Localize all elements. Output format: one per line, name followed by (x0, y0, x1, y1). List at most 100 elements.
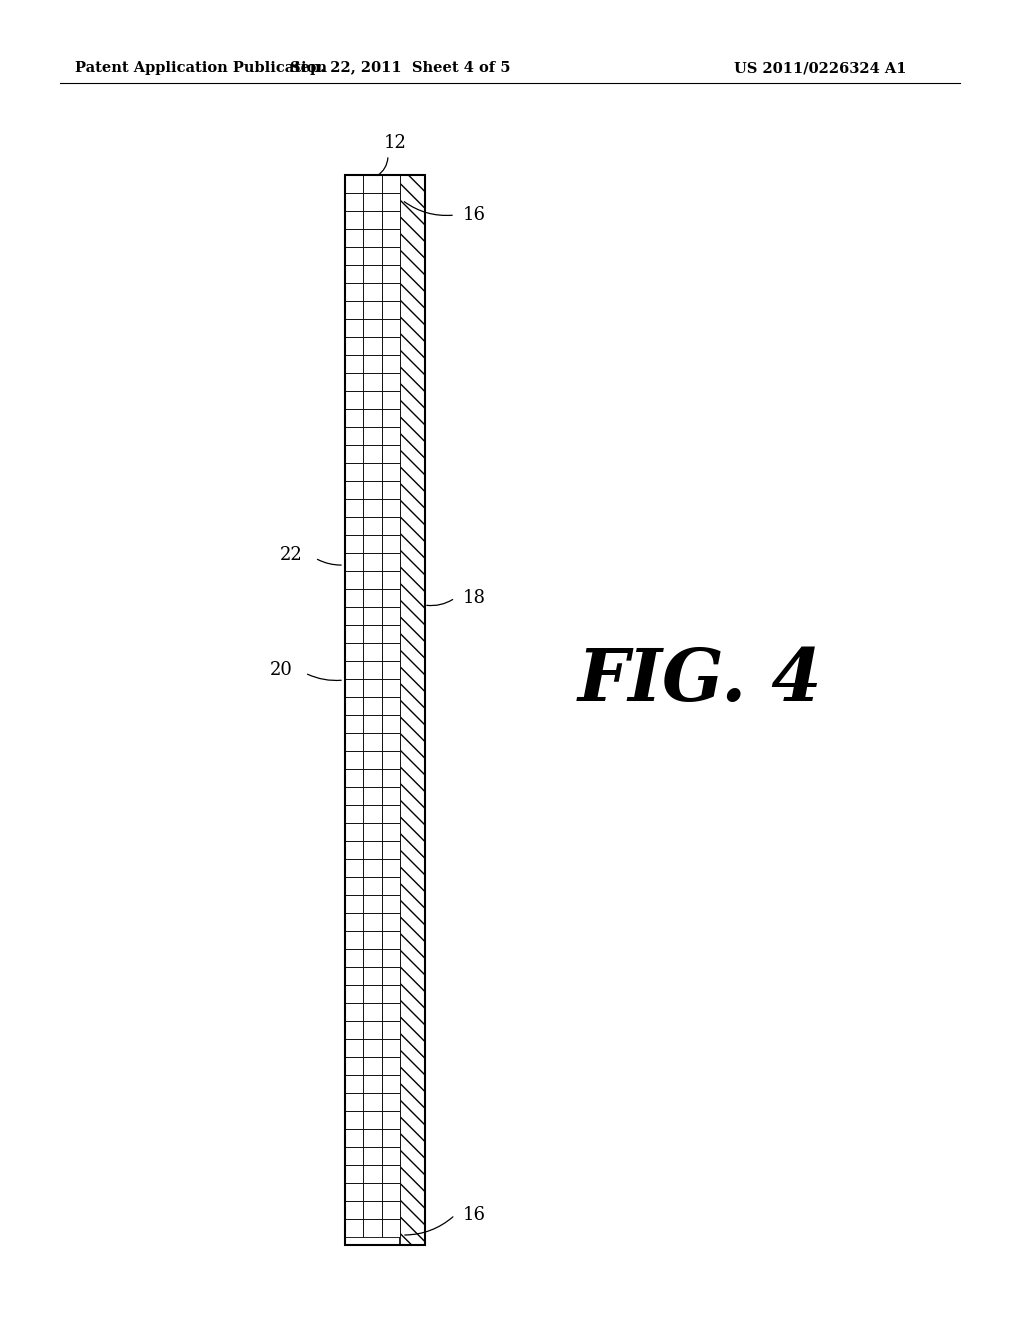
Bar (345, 211, 364, 228)
Text: 16: 16 (463, 206, 486, 224)
Bar (345, 282, 364, 301)
Bar (345, 876, 364, 895)
Bar (345, 374, 364, 391)
Bar (382, 1111, 400, 1129)
Bar (345, 859, 364, 876)
Bar (345, 822, 364, 841)
Bar (364, 715, 382, 733)
Bar (364, 1147, 382, 1166)
Bar (364, 426, 382, 445)
Bar (364, 1093, 382, 1111)
Bar (382, 624, 400, 643)
Bar (364, 841, 382, 859)
Bar (382, 426, 400, 445)
Bar (382, 1218, 400, 1237)
Text: Sep. 22, 2011  Sheet 4 of 5: Sep. 22, 2011 Sheet 4 of 5 (290, 61, 510, 75)
Bar (382, 1003, 400, 1020)
Bar (382, 282, 400, 301)
Bar (382, 715, 400, 733)
Text: 16: 16 (463, 1206, 486, 1224)
Bar (364, 337, 382, 355)
Bar (364, 733, 382, 751)
Bar (345, 409, 364, 426)
Bar (382, 553, 400, 572)
Bar (382, 751, 400, 770)
Bar (382, 1201, 400, 1218)
Bar (345, 931, 364, 949)
Bar (382, 374, 400, 391)
Bar (364, 535, 382, 553)
Bar (382, 787, 400, 805)
Bar (364, 1129, 382, 1147)
Bar (382, 607, 400, 624)
Bar (345, 1166, 364, 1183)
Bar (364, 643, 382, 661)
Bar (345, 607, 364, 624)
Bar (364, 913, 382, 931)
Bar (345, 301, 364, 319)
Text: 22: 22 (281, 546, 303, 564)
Bar (345, 1111, 364, 1129)
Bar (382, 678, 400, 697)
Text: Patent Application Publication: Patent Application Publication (75, 61, 327, 75)
Bar (364, 211, 382, 228)
Bar (382, 355, 400, 374)
Bar (345, 733, 364, 751)
Bar (364, 931, 382, 949)
Bar (382, 301, 400, 319)
Bar (382, 176, 400, 193)
Text: 12: 12 (384, 135, 407, 152)
Bar (364, 1074, 382, 1093)
Bar (345, 176, 364, 193)
Bar (364, 1039, 382, 1057)
Bar (382, 265, 400, 282)
Bar (345, 265, 364, 282)
Bar (382, 445, 400, 463)
Bar (345, 193, 364, 211)
Bar (382, 589, 400, 607)
Bar (382, 643, 400, 661)
Bar (382, 1074, 400, 1093)
Bar (382, 337, 400, 355)
Bar (382, 247, 400, 265)
Bar (345, 1129, 364, 1147)
Bar (345, 176, 425, 1245)
Bar (345, 1020, 364, 1039)
Bar (364, 949, 382, 968)
Bar (382, 535, 400, 553)
Bar (364, 607, 382, 624)
Bar (345, 805, 364, 822)
Bar (345, 770, 364, 787)
Bar (364, 624, 382, 643)
Bar (364, 282, 382, 301)
Bar (382, 1057, 400, 1074)
Bar (345, 572, 364, 589)
Bar (364, 1057, 382, 1074)
Bar (345, 517, 364, 535)
Bar (382, 1129, 400, 1147)
Bar (345, 1039, 364, 1057)
Bar (364, 968, 382, 985)
Bar (382, 1147, 400, 1166)
Bar (364, 445, 382, 463)
Bar (364, 193, 382, 211)
Bar (345, 678, 364, 697)
Bar (364, 751, 382, 770)
Bar (345, 1147, 364, 1166)
Bar (364, 787, 382, 805)
Bar (345, 985, 364, 1003)
Bar (364, 859, 382, 876)
Bar (345, 913, 364, 931)
Bar (382, 805, 400, 822)
Bar (382, 1093, 400, 1111)
Bar (382, 1020, 400, 1039)
Bar (382, 480, 400, 499)
Bar (345, 463, 364, 480)
Bar (382, 770, 400, 787)
Bar (364, 319, 382, 337)
Bar (345, 1003, 364, 1020)
Bar (345, 1201, 364, 1218)
Bar (382, 499, 400, 517)
Bar (345, 553, 364, 572)
Bar (364, 822, 382, 841)
